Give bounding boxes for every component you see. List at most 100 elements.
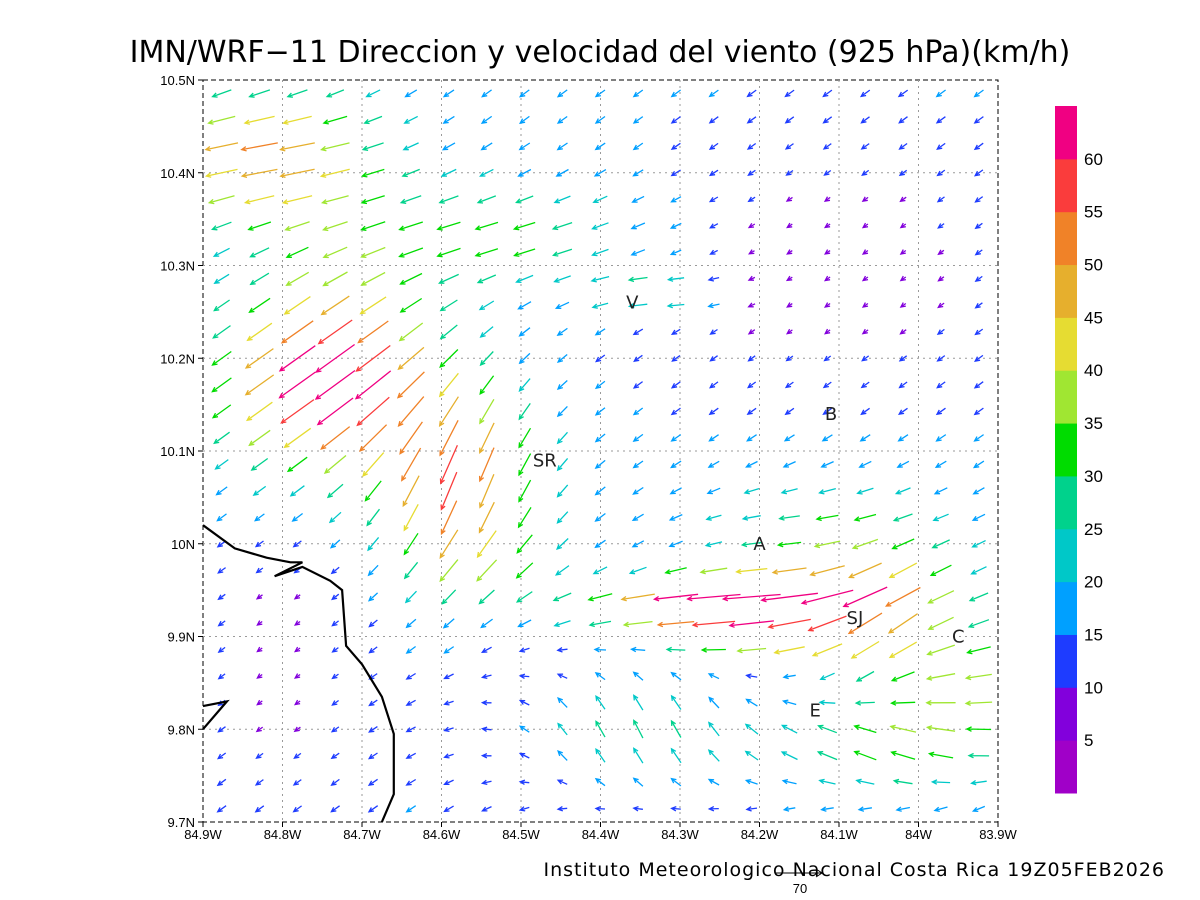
- wind-vector-arrow: [776, 541, 802, 548]
- wind-vector-arrow: [211, 89, 232, 98]
- wind-vector-arrow: [254, 540, 264, 548]
- wind-vector-arrow: [556, 647, 568, 653]
- wind-vector-arrow: [594, 380, 606, 390]
- wind-vector-arrow: [255, 593, 263, 600]
- wind-vector-arrow: [403, 561, 419, 580]
- wind-vector-arrow: [744, 779, 758, 785]
- wind-vector-arrow: [368, 619, 378, 628]
- wind-vector-arrow: [890, 750, 916, 760]
- colorbar-label: 45: [1084, 308, 1103, 327]
- wind-vector-arrow: [399, 297, 423, 313]
- wind-vector-arrow: [359, 424, 388, 452]
- wind-vector-arrow: [859, 434, 871, 442]
- wind-vector-arrow: [631, 195, 645, 203]
- speed-colorbar: 5 10 15 20 25 30 35 40 45 50 55 60: [1055, 106, 1103, 794]
- colorbar-swatch: [1055, 581, 1077, 635]
- wind-vector-arrow: [594, 672, 606, 681]
- colorbar-label: 30: [1084, 467, 1103, 486]
- wind-vector-arrow: [243, 195, 275, 205]
- wind-vector-arrow: [937, 249, 945, 256]
- wind-vector-arrow: [246, 322, 273, 342]
- wind-vector-arrow: [890, 671, 915, 682]
- wind-vector-arrow: [965, 726, 992, 732]
- wind-vector-arrow: [971, 513, 986, 521]
- wind-vector-arrow: [899, 249, 907, 255]
- wind-vector-arrow: [708, 696, 720, 709]
- wind-vector-arrow: [670, 142, 681, 151]
- wind-vector-arrow: [405, 672, 416, 680]
- wind-vector-arrow: [860, 143, 870, 150]
- place-label: E: [809, 701, 820, 722]
- wind-vector-arrow: [632, 89, 644, 98]
- wind-vector-arrow: [708, 116, 719, 124]
- wind-vector-arrow: [707, 721, 720, 737]
- wind-vector-arrow: [404, 590, 417, 604]
- wind-vector-arrow: [973, 381, 984, 389]
- wind-vector-arrow: [800, 589, 854, 605]
- reference-vector-label: 70: [793, 881, 807, 896]
- wind-vector-arrow: [248, 89, 271, 98]
- wind-vector-arrow: [517, 619, 532, 628]
- wind-vector-arrow: [706, 487, 721, 495]
- wind-vector-arrow: [823, 275, 831, 282]
- wind-vector-arrow: [217, 567, 226, 574]
- wind-vector-arrow: [898, 381, 908, 389]
- wind-vector-arrow: [748, 249, 755, 255]
- wind-vector-arrow: [553, 620, 571, 628]
- wind-vector-arrow: [518, 453, 532, 477]
- wind-vector-arrow: [786, 302, 793, 308]
- wind-vector-arrow: [320, 295, 350, 316]
- wind-vector-arrow: [861, 275, 869, 282]
- wind-vector-arrow: [217, 620, 226, 627]
- wind-vector-arrow: [736, 647, 767, 654]
- wind-vector-arrow: [786, 249, 793, 255]
- wind-vector-arrow: [971, 805, 986, 813]
- wind-vector-arrow: [935, 407, 946, 416]
- wind-vector-arrow: [936, 169, 946, 177]
- wind-vector-arrow: [476, 195, 497, 204]
- wind-vector-arrow: [850, 640, 880, 659]
- wind-vector-arrow: [330, 566, 340, 575]
- wind-vector-arrow: [974, 169, 984, 177]
- wind-vector-arrow: [595, 747, 606, 763]
- wind-vector-arrow: [630, 249, 646, 256]
- wind-vector-arrow: [656, 620, 695, 628]
- wind-vector-arrow: [368, 726, 378, 733]
- wind-vector-arrow: [398, 322, 424, 342]
- wind-vector-arrow: [476, 530, 497, 559]
- wind-vector-arrow: [884, 586, 921, 607]
- wind-vector-arrow: [970, 566, 987, 575]
- wind-vector-arrow: [709, 328, 718, 335]
- wind-vector-arrow: [633, 694, 644, 711]
- wind-vector-arrow: [285, 271, 310, 286]
- wind-vector-arrow: [935, 434, 947, 442]
- wind-vector-arrow: [279, 142, 315, 152]
- wind-vector-arrow: [594, 328, 606, 336]
- y-tick-label: 10.2N: [160, 351, 195, 366]
- wind-vector-arrow: [781, 699, 797, 706]
- place-label: SJ: [847, 608, 864, 629]
- wind-vector-arrow: [249, 272, 270, 286]
- wind-vector-arrow: [966, 646, 991, 655]
- wind-vector-arrow: [593, 646, 607, 653]
- colorbar-swatch: [1055, 528, 1077, 583]
- wind-vector-arrow: [557, 750, 568, 761]
- wind-vector-arrow: [360, 246, 386, 259]
- wind-vector-arrow: [927, 616, 954, 630]
- wind-vector-arrow: [281, 195, 313, 205]
- wind-vector-arrow: [331, 620, 339, 627]
- wind-vector-arrow: [396, 371, 425, 399]
- wind-vector-arrow: [401, 168, 420, 178]
- wind-vector-arrow: [216, 778, 227, 787]
- wind-vector-arrow: [292, 805, 302, 813]
- place-label: A: [753, 534, 766, 555]
- wind-vector-arrow: [935, 89, 946, 98]
- wind-vector-arrow: [280, 399, 315, 424]
- wind-vector-arrow: [322, 271, 348, 287]
- wind-vector-arrow: [359, 296, 387, 315]
- wind-vector-arrow: [847, 612, 883, 635]
- wind-vector-arrow: [214, 459, 229, 470]
- wind-vector-arrow: [622, 620, 653, 628]
- wind-vector-arrow: [709, 381, 719, 389]
- wind-vector-arrow: [627, 303, 648, 309]
